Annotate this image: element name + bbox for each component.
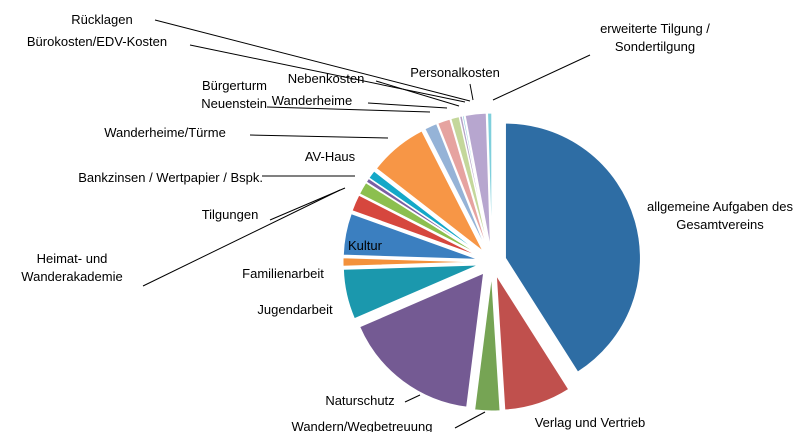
pie-slice [437,118,488,249]
slice-label: Bürokosten/EDV-Kosten [26,34,168,49]
slice-label: Verlag und Vertrieb [534,415,646,430]
pie-slice [495,275,570,411]
leader-line [189,44,466,103]
pie-slice [359,272,485,408]
slice-label: Jugendarbeit [257,302,333,317]
pie-slice [504,122,641,373]
pie-slice [368,170,481,255]
slice-label: erweiterte Tilgung / Sondertilgung [600,21,710,54]
leader-line [375,80,460,107]
slice-label: Naturschutz [325,393,395,408]
slice-label: Kultur [348,238,382,253]
leader-line [154,19,471,102]
slice-label: allgemeine Aufgaben des Gesamtvereins [646,199,793,232]
slice-label: Bürgerturm Neuenstein [201,78,267,111]
pie-slice [342,213,479,260]
slice-label: Heimat- und Wanderakademie [21,251,123,284]
leader-line [492,54,591,101]
pie-slice [365,177,481,255]
slice-label: Wanderheime/Türme [104,125,226,140]
pie-slice [424,123,487,250]
leader-line [142,189,341,287]
pie-slice [342,264,479,320]
slice-label: Wandern/Wegbetreuung [291,419,433,432]
leader-line [269,187,346,221]
pie-slice [464,112,491,249]
leader-line [367,102,448,109]
slice-label: Bankzinsen / Wertpapier / Bspk. [78,170,263,185]
pie-slice [351,194,480,257]
slice-label: Tilgungen [201,207,259,222]
leader-line [469,83,474,101]
leader-line [266,106,431,113]
pie-slice [461,115,490,249]
slice-label: AV-Haus [304,149,356,164]
pie-slice [474,275,501,412]
slice-label: Nebenkosten [287,71,365,86]
slice-label: Wanderheime [271,93,353,108]
pie-slice [487,112,493,249]
slice-label: Familienarbeit [242,266,324,281]
leader-line [454,411,486,429]
pie-slice [375,130,484,252]
leader-line [249,134,389,139]
pie-slice [358,182,481,256]
pie-slice [342,257,479,267]
slice-label: Rücklagen [71,12,133,27]
leader-line [404,394,421,403]
pie-slice [450,116,490,249]
slice-label: Personalkosten [410,65,500,80]
